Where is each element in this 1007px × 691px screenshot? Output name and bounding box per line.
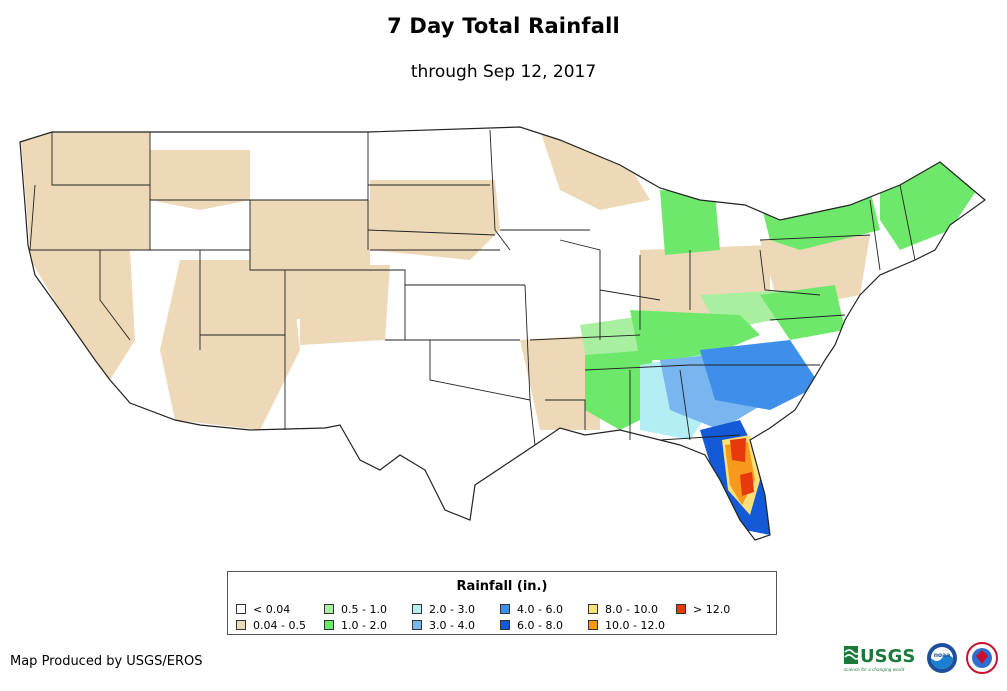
us-rainfall-map — [19, 126, 986, 541]
legend-item: 4.0 - 6.0 — [500, 602, 563, 616]
legend-label: 4.0 - 6.0 — [517, 602, 563, 616]
legend-label: 0.5 - 1.0 — [341, 602, 387, 616]
legend-swatch — [412, 604, 422, 614]
legend-label: 1.0 - 2.0 — [341, 618, 387, 632]
legend-label: 3.0 - 4.0 — [429, 618, 475, 632]
legend-item: < 0.04 — [236, 602, 290, 616]
legend-label: > 12.0 — [693, 602, 731, 616]
rain-band-light — [20, 130, 870, 430]
rain-band-over-12 — [730, 438, 754, 496]
legend-item: 0.5 - 1.0 — [324, 602, 387, 616]
legend-label: < 0.04 — [253, 602, 291, 616]
legend-item: 3.0 - 4.0 — [412, 618, 475, 632]
usgs-wordmark: USGS — [860, 646, 915, 667]
legend-swatch — [236, 620, 246, 630]
legend-item: > 12.0 — [676, 602, 730, 616]
legend-item: 6.0 - 8.0 — [500, 618, 563, 632]
legend-item: 10.0 - 12.0 — [588, 618, 665, 632]
state-boundaries — [29, 129, 916, 446]
legend-item: 0.04 - 0.5 — [236, 618, 306, 632]
map-subtitle: through Sep 12, 2017 — [410, 62, 597, 82]
legend-label: 8.0 - 10.0 — [605, 602, 658, 616]
legend-item: 1.0 - 2.0 — [324, 618, 387, 632]
agency-logos: USGS science for a changing world noaa — [844, 642, 998, 674]
rain-band-4-6 — [700, 340, 820, 410]
noaa-wordmark: noaa — [934, 652, 951, 659]
legend-swatch — [588, 604, 598, 614]
legend-swatch — [500, 604, 510, 614]
legend-swatch — [324, 604, 334, 614]
usgs-tagline: science for a changing world — [844, 667, 905, 672]
nws-tornado-icon — [976, 650, 988, 664]
legend-swatch — [236, 604, 246, 614]
usgs-logo: USGS science for a changing world — [844, 646, 915, 672]
map-title: 7 Day Total Rainfall — [387, 14, 620, 38]
map-credit: Map Produced by USGS/EROS — [10, 654, 203, 669]
legend-swatch — [500, 620, 510, 630]
nws-logo — [966, 642, 998, 674]
legend-item: 8.0 - 10.0 — [588, 602, 658, 616]
legend-swatch — [676, 604, 686, 614]
legend-label: 2.0 - 3.0 — [429, 602, 475, 616]
legend-label: 6.0 - 8.0 — [517, 618, 563, 632]
legend-label: 0.04 - 0.5 — [253, 618, 306, 632]
map-legend: Rainfall (in.) < 0.04 0.04 - 0.5 0.5 - 1… — [227, 571, 777, 635]
legend-swatch — [412, 620, 422, 630]
legend-label: 10.0 - 12.0 — [605, 618, 665, 632]
legend-swatch — [324, 620, 334, 630]
noaa-logo: noaa — [927, 643, 957, 673]
legend-title: Rainfall (in.) — [456, 579, 548, 594]
legend-swatch — [588, 620, 598, 630]
legend-item: 2.0 - 3.0 — [412, 602, 475, 616]
